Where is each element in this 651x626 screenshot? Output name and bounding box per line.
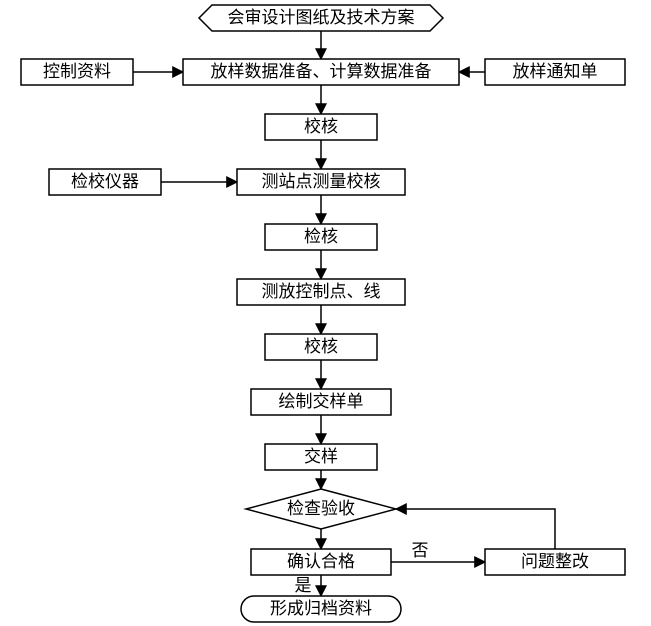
node-rectify: 问题整改 <box>485 549 625 575</box>
node-confirm: 确认合格 <box>251 549 391 575</box>
svg-text:检核: 检核 <box>304 227 338 246</box>
node-calib_instr: 检校仪器 <box>49 169 161 195</box>
svg-text:形成归档资料: 形成归档资料 <box>270 599 372 618</box>
svg-text:放样数据准备、计算数据准备: 放样数据准备、计算数据准备 <box>211 62 432 81</box>
node-verify: 检核 <box>265 224 377 250</box>
svg-text:会审设计图纸及技术方案: 会审设计图纸及技术方案 <box>228 8 415 27</box>
svg-text:校核: 校核 <box>304 117 338 136</box>
svg-text:校核: 校核 <box>304 337 338 356</box>
svg-text:测站点测量校核: 测站点测量校核 <box>262 172 381 191</box>
flowchart: 会审设计图纸及技术方案控制资料放样数据准备、计算数据准备放样通知单校核检校仪器测… <box>0 0 651 626</box>
node-start: 会审设计图纸及技术方案 <box>199 5 443 31</box>
svg-text:交样: 交样 <box>304 447 338 466</box>
node-prep: 放样数据准备、计算数据准备 <box>183 59 459 85</box>
node-archive: 形成归档资料 <box>241 596 401 622</box>
node-check1: 校核 <box>265 114 377 140</box>
edge-label-confirm-rectify: 否 <box>412 541 429 560</box>
node-check2: 校核 <box>265 334 377 360</box>
node-meas_check: 测站点测量校核 <box>237 169 405 195</box>
svg-text:绘制交样单: 绘制交样单 <box>279 392 364 411</box>
node-notice: 放样通知单 <box>485 59 625 85</box>
svg-text:检校仪器: 检校仪器 <box>71 172 139 191</box>
node-handover: 交样 <box>265 444 377 470</box>
svg-text:检查验收: 检查验收 <box>287 499 355 518</box>
svg-text:控制资料: 控制资料 <box>43 62 111 81</box>
svg-text:放样通知单: 放样通知单 <box>513 62 598 81</box>
node-setout: 测放控制点、线 <box>237 279 405 305</box>
node-inspect: 检查验收 <box>246 489 396 529</box>
svg-text:确认合格: 确认合格 <box>287 552 355 571</box>
node-ctrl_data: 控制资料 <box>21 59 133 85</box>
svg-text:问题整改: 问题整改 <box>521 552 589 571</box>
node-draw_sheet: 绘制交样单 <box>251 389 391 415</box>
edge-label-confirm-archive: 是 <box>295 576 312 595</box>
svg-text:测放控制点、线: 测放控制点、线 <box>262 282 381 301</box>
